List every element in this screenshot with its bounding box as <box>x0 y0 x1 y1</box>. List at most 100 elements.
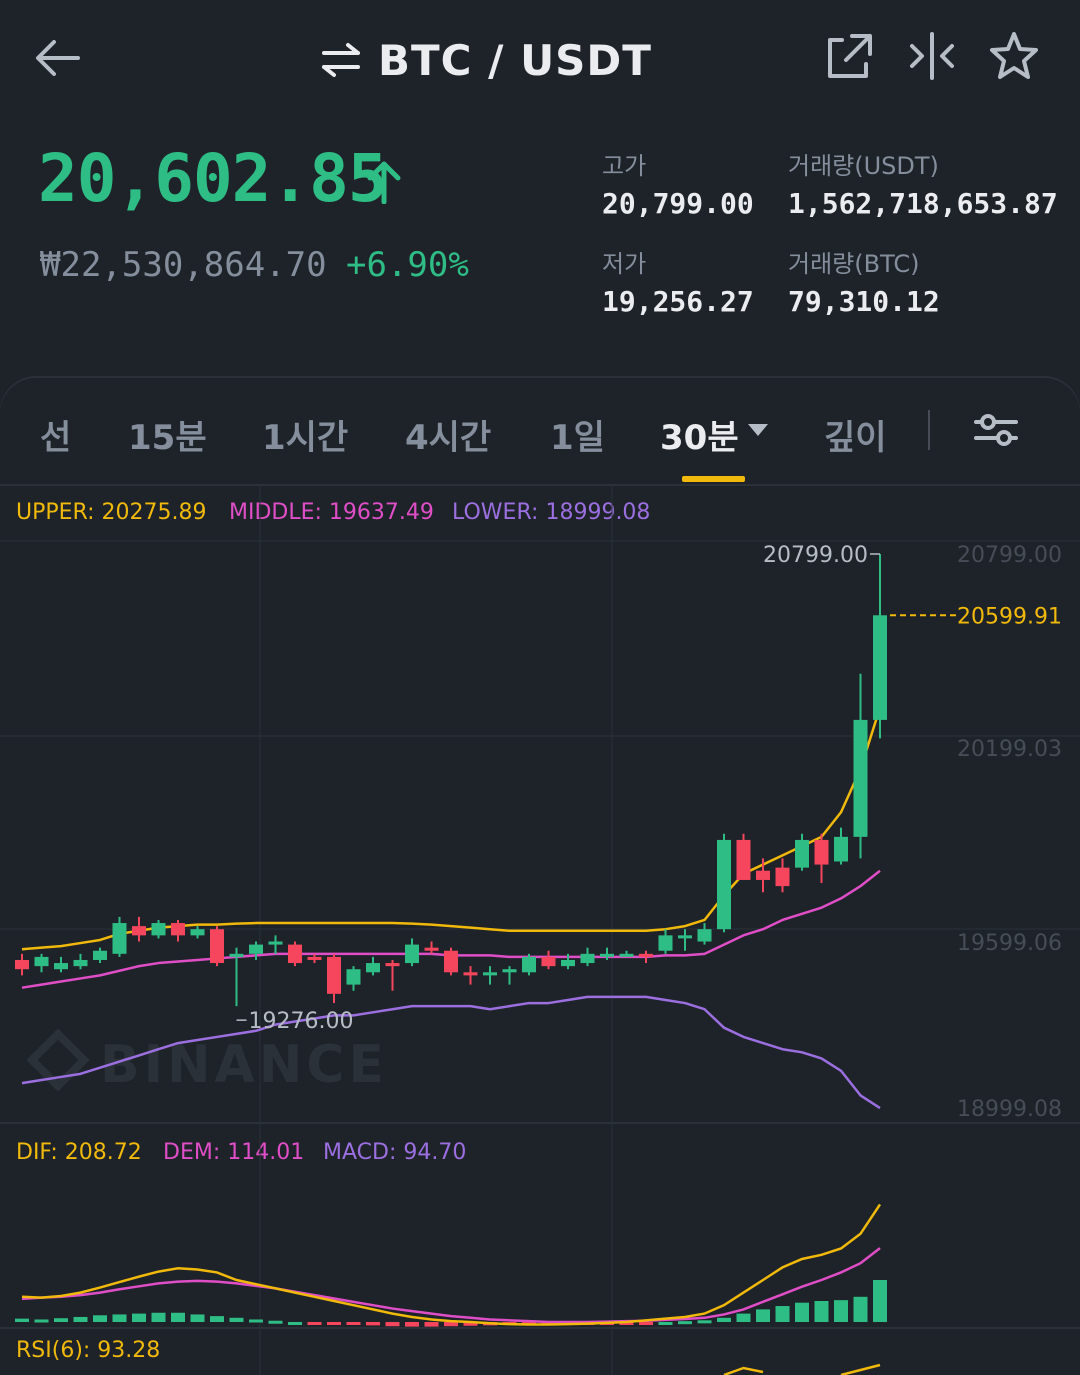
macd-histogram-bar <box>93 1315 107 1322</box>
price-chart[interactable]: BINANCE 20799.00 20199.03 19599.06 18999.08… <box>0 486 1080 1375</box>
boll-lower-label: LOWER: 18999.08 <box>452 500 651 525</box>
candle-body <box>171 923 185 936</box>
candle-body <box>190 929 205 936</box>
stat-low-value: 19,256.27 <box>602 285 754 318</box>
macd-histogram-bar <box>346 1322 361 1325</box>
candle-body <box>444 950 458 973</box>
stat-high-label: 고가 <box>602 152 647 180</box>
macd-histogram-bar <box>268 1320 283 1324</box>
macd-dem-label: DEM: 114.01 <box>163 1140 305 1165</box>
macd-histogram-bar <box>678 1321 692 1325</box>
candle-body <box>619 953 634 957</box>
chart-annotations: 20799.00 19276.00 20599.91 <box>236 543 1062 1034</box>
macd-histogram-bar <box>853 1296 868 1322</box>
y-axis-labels: 20799.00 20199.03 19599.06 18999.08 <box>957 543 1062 1122</box>
candle-body <box>34 956 49 967</box>
macd-histogram-bar <box>697 1320 712 1324</box>
macd-histogram-bar <box>463 1322 478 1326</box>
binance-logo-shape <box>26 1028 90 1092</box>
last-price-label: 20599.91 <box>957 604 1062 629</box>
fiat-price: ₩22,530,864.70 <box>40 245 327 285</box>
stat-high-value: 20,799.00 <box>602 187 754 220</box>
arrow-left-icon[interactable] <box>30 30 86 86</box>
candle-body <box>93 950 107 960</box>
active-tab-indicator <box>682 476 745 482</box>
candle-body <box>658 935 673 951</box>
macd-dif-label: DIF: 208.72 <box>16 1140 142 1165</box>
stat-volume-usdt-value: 1,562,718,653.87 <box>788 187 1058 220</box>
stat-volume-btc: 거래량(BTC) 79,310.12 <box>788 244 940 318</box>
pair-selector[interactable]: BTC / USDT <box>320 36 652 85</box>
external-link-icon[interactable] <box>824 30 876 82</box>
macd-histogram-bar <box>444 1322 458 1327</box>
rsi-line <box>723 1366 764 1375</box>
macd-dif-line <box>21 1203 882 1326</box>
macd-histogram-bar <box>34 1319 49 1323</box>
y-tick-label: 20799.00 <box>957 543 1062 568</box>
macd-histogram-bar <box>424 1322 439 1327</box>
tab-4h[interactable]: 4시간 <box>405 418 492 458</box>
macd-histogram-bar <box>288 1322 302 1325</box>
candle-body <box>795 839 809 868</box>
macd-histogram-bar <box>795 1302 809 1322</box>
tab-depth[interactable]: 깊이 <box>824 418 887 458</box>
tab-30m[interactable]: 30분 <box>660 418 739 458</box>
macd-histogram-bar <box>190 1314 205 1322</box>
macd-histogram-bar <box>366 1322 380 1326</box>
tab-1d[interactable]: 1일 <box>550 418 605 458</box>
macd-histogram-bar <box>327 1322 341 1325</box>
binance-logo-icon <box>26 1028 90 1092</box>
bollinger-lower-line <box>21 995 881 1110</box>
star-icon[interactable] <box>988 30 1040 82</box>
binance-watermark: BINANCE <box>100 1035 388 1095</box>
macd-histogram-bar <box>405 1322 419 1327</box>
chevron-down-icon[interactable] <box>748 424 768 436</box>
candle-body <box>541 956 556 967</box>
candle-body <box>697 929 712 942</box>
boll-middle-label: MIDDLE: 19637.49 <box>229 500 434 525</box>
macd-histogram-bar <box>814 1301 829 1322</box>
candle-body <box>229 953 244 957</box>
candle-body <box>814 839 829 865</box>
sliders-icon[interactable] <box>972 410 1020 450</box>
candle-body <box>483 972 497 976</box>
y-tick-label: 20199.03 <box>957 737 1062 762</box>
candle-body <box>639 953 653 957</box>
candle-body <box>249 944 263 954</box>
pair-title: BTC / USDT <box>378 36 652 85</box>
macd-histogram-bar <box>658 1322 673 1325</box>
candle-body <box>366 963 380 973</box>
macd-chart <box>15 1203 887 1327</box>
tab-line[interactable]: 선 <box>40 418 72 458</box>
candle-body <box>834 836 848 862</box>
rsi-label: RSI(6): 93.28 <box>16 1338 161 1363</box>
chart-panel <box>0 378 1080 1375</box>
macd-histogram-bar <box>171 1312 185 1322</box>
candle-body <box>112 923 127 954</box>
y-tick-label: 18999.08 <box>957 1097 1062 1122</box>
macd-histogram-bar <box>151 1312 166 1322</box>
macd-histogram-bar <box>132 1313 146 1322</box>
boll-upper-label: UPPER: 20275.89 <box>16 500 207 525</box>
candle-body <box>561 959 575 967</box>
stat-high: 고가 20,799.00 <box>602 146 754 220</box>
compare-icon[interactable] <box>906 30 958 82</box>
macd-dem-line <box>21 1247 881 1324</box>
stat-volume-usdt: 거래량(USDT) 1,562,718,653.87 <box>788 146 1058 220</box>
macd-histogram-bar <box>756 1309 770 1322</box>
macd-histogram-bar <box>736 1313 751 1322</box>
candle-body <box>600 953 614 957</box>
candle-body <box>288 944 302 964</box>
tab-15m[interactable]: 15분 <box>128 418 207 458</box>
tab-1h[interactable]: 1시간 <box>262 418 349 458</box>
candle-body <box>424 947 439 951</box>
macd-histogram-bar <box>717 1317 731 1322</box>
y-tick-label: 19599.06 <box>957 931 1062 956</box>
candle-body <box>580 953 595 964</box>
stat-volume-usdt-label: 거래량(USDT) <box>788 152 939 180</box>
candle-body <box>327 956 341 994</box>
candle-body <box>522 956 536 973</box>
candle-body <box>210 929 224 964</box>
macd-histogram-bar <box>249 1319 263 1323</box>
bollinger-upper-line <box>21 707 882 951</box>
